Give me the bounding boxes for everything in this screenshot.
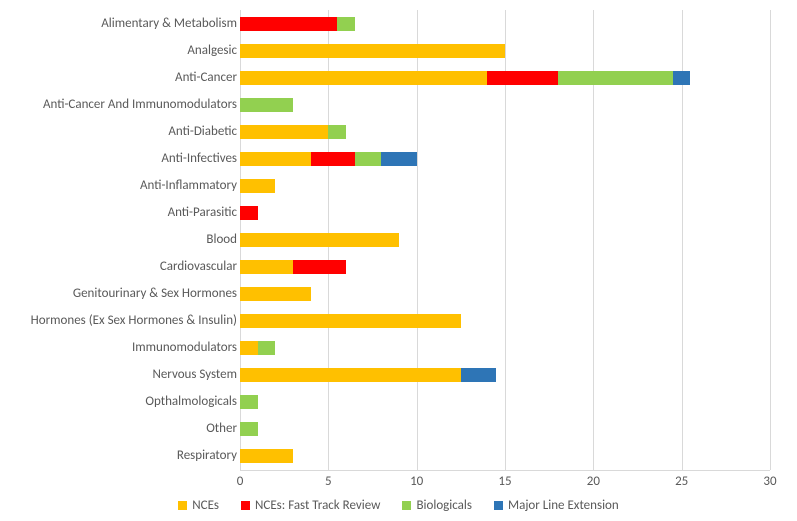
bar-row <box>240 368 770 382</box>
legend-swatch <box>494 501 503 510</box>
legend-item: NCEs: Fast Track Review <box>241 498 380 513</box>
category-label: Anti-Inflammatory <box>7 179 237 193</box>
x-tick-label: 5 <box>325 474 332 489</box>
bar-row <box>240 71 770 85</box>
legend-item: NCEs <box>178 498 219 513</box>
bar-row <box>240 233 770 247</box>
legend-label: Major Line Extension <box>508 498 619 513</box>
x-tick-label: 15 <box>498 474 511 489</box>
bar-segment-bio <box>258 341 276 355</box>
category-label: Anti-Cancer <box>7 71 237 85</box>
category-label: Immunomodulators <box>7 341 237 355</box>
gridline <box>770 10 771 470</box>
legend-label: Biologicals <box>416 498 472 513</box>
bar-segment-nces <box>240 368 461 382</box>
x-tick-label: 30 <box>763 474 776 489</box>
chart-container: 0 5 10 15 20 25 30 Alimentary & Metabolism Analg… <box>0 0 797 521</box>
bar-segment-nces <box>240 341 258 355</box>
category-label: Nervous System <box>7 368 237 382</box>
legend-item: Major Line Extension <box>494 498 619 513</box>
bar-row <box>240 98 770 112</box>
bar-segment-nces <box>240 233 399 247</box>
category-label: Opthalmologicals <box>7 395 237 409</box>
category-label: Cardiovascular <box>7 260 237 274</box>
plot-area <box>240 10 770 471</box>
bar-row <box>240 17 770 31</box>
bar-segment-fast <box>311 152 355 166</box>
bar-segment-bio <box>240 422 258 436</box>
bar-segment-bio <box>240 395 258 409</box>
legend-item: Biologicals <box>402 498 472 513</box>
bar-row <box>240 341 770 355</box>
category-label: Other <box>7 422 237 436</box>
bar-row <box>240 395 770 409</box>
legend-swatch <box>241 501 250 510</box>
bar-segment-fast <box>293 260 346 274</box>
bar-segment-nces <box>240 179 275 193</box>
bar-segment-mle <box>673 71 691 85</box>
category-label: Respiratory <box>7 449 237 463</box>
bar-segment-fast <box>487 71 558 85</box>
bar-row <box>240 152 770 166</box>
bar-row <box>240 206 770 220</box>
category-label: Alimentary & Metabolism <box>7 17 237 31</box>
bar-row <box>240 314 770 328</box>
bar-row <box>240 125 770 139</box>
bar-row <box>240 179 770 193</box>
bar-segment-nces <box>240 314 461 328</box>
bar-segment-nces <box>240 71 487 85</box>
bar-segment-mle <box>461 368 496 382</box>
x-tick-label: 20 <box>587 474 600 489</box>
bar-segment-nces <box>240 125 328 139</box>
bar-row <box>240 422 770 436</box>
bar-segment-bio <box>240 98 293 112</box>
x-tick-label: 10 <box>410 474 423 489</box>
category-label: Genitourinary & Sex Hormones <box>7 287 237 301</box>
bar-row <box>240 449 770 463</box>
bar-segment-fast <box>240 17 337 31</box>
bar-segment-bio <box>355 152 382 166</box>
bar-segment-nces <box>240 449 293 463</box>
category-label: Hormones (Ex Sex Hormones & Insulin) <box>7 314 237 328</box>
bar-segment-bio <box>337 17 355 31</box>
bar-segment-bio <box>558 71 673 85</box>
bar-segment-fast <box>240 206 258 220</box>
legend-label: NCEs <box>192 498 219 513</box>
bar-segment-nces <box>240 44 505 58</box>
bar-segment-mle <box>381 152 416 166</box>
bar-row <box>240 44 770 58</box>
bar-segment-nces <box>240 152 311 166</box>
legend-swatch <box>402 501 411 510</box>
category-label: Anti-Infectives <box>7 152 237 166</box>
bar-segment-bio <box>328 125 346 139</box>
category-label: Blood <box>7 233 237 247</box>
legend-label: NCEs: Fast Track Review <box>255 498 380 513</box>
category-label: Anti-Diabetic <box>7 125 237 139</box>
x-tick-label: 25 <box>675 474 688 489</box>
category-label: Anti-Parasitic <box>7 206 237 220</box>
bar-row <box>240 287 770 301</box>
x-tick-label: 0 <box>237 474 244 489</box>
bar-row <box>240 260 770 274</box>
bar-segment-nces <box>240 287 311 301</box>
legend: NCEs NCEs: Fast Track Review Biologicals Ma… <box>0 498 797 513</box>
bar-segment-nces <box>240 260 293 274</box>
legend-swatch <box>178 501 187 510</box>
category-label: Anti-Cancer And Immunomodulators <box>7 98 237 112</box>
category-label: Analgesic <box>7 44 237 58</box>
